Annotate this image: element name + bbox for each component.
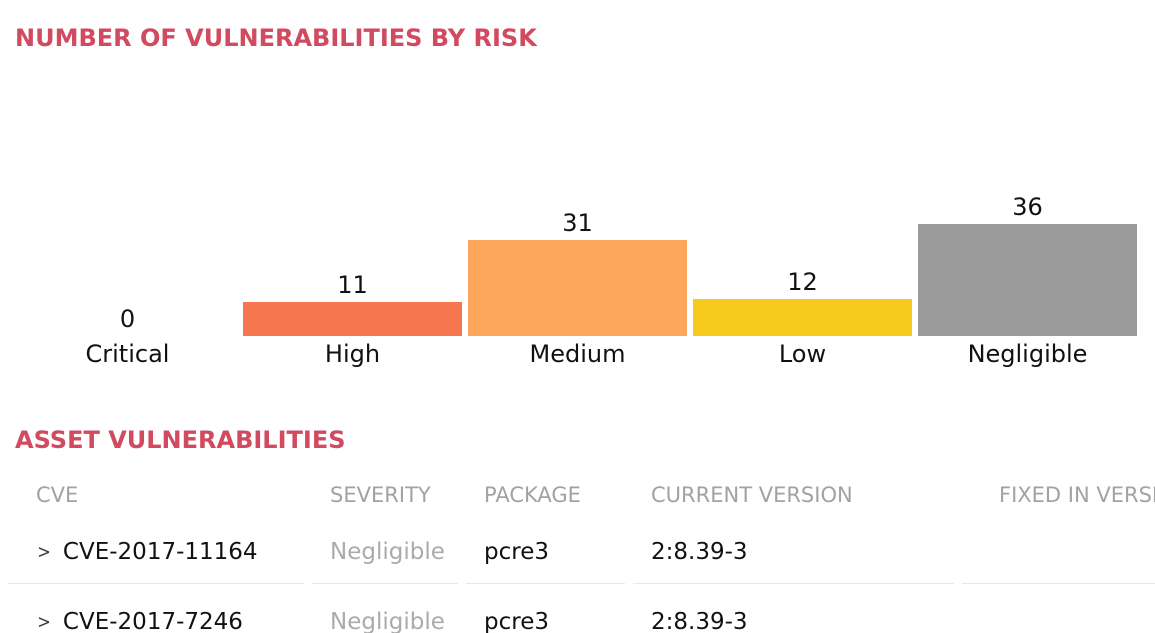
vulnerabilities-bar-chart: 0 11 31 12 36 Critical High Medium Low N… [15, 98, 1140, 368]
table-header-row: CVE SEVERITY PACKAGE CURRENT VERSION FIX… [8, 454, 1155, 514]
chart-category-axis: Critical High Medium Low Negligible [15, 340, 1140, 368]
table-section-title: ASSET VULNERABILITIES [15, 426, 346, 454]
column-header-severity: SEVERITY [330, 483, 431, 507]
bar-slot-high: 11 [240, 271, 465, 336]
column-header-fixed-in-version: FIXED IN VERSION [999, 483, 1155, 507]
bar-value-label: 36 [1012, 193, 1043, 222]
column-header-current-version: CURRENT VERSION [651, 483, 853, 507]
current-version-cell: 2:8.39-3 [633, 584, 954, 633]
package-cell: pcre3 [466, 514, 625, 584]
category-label-negligible: Negligible [967, 340, 1088, 368]
chart-section-title: NUMBER OF VULNERABILITIES BY RISK [15, 24, 537, 52]
asset-vulnerabilities-table: CVE SEVERITY PACKAGE CURRENT VERSION FIX… [8, 454, 1155, 633]
table-row[interactable]: > CVE-2017-11164 Negligible pcre3 2:8.39… [8, 514, 1155, 584]
bar-low [693, 298, 912, 336]
bar-slot-critical: 0 [15, 305, 240, 336]
severity-cell: Negligible [312, 584, 458, 633]
row-expand-chevron-icon[interactable]: > [37, 541, 51, 563]
cve-cell: > CVE-2017-11164 [8, 514, 304, 584]
bar-medium [468, 239, 687, 336]
row-expand-chevron-icon[interactable]: > [37, 611, 51, 633]
category-label-low: Low [778, 340, 827, 368]
table-row[interactable]: > CVE-2017-7246 Negligible pcre3 2:8.39-… [8, 584, 1155, 633]
bar-negligible [918, 224, 1137, 336]
category-label-critical: Critical [85, 340, 170, 368]
bar-value-label: 11 [337, 270, 368, 299]
package-cell: pcre3 [466, 584, 625, 633]
bar-slot-medium: 31 [465, 209, 690, 336]
column-header-cve: CVE [36, 483, 79, 507]
cve-id: CVE-2017-7246 [62, 609, 243, 633]
category-label-high: High [324, 340, 381, 368]
cve-cell: > CVE-2017-7246 [8, 584, 304, 633]
chart-plot-area: 0 11 31 12 36 [15, 98, 1140, 336]
bar-slot-negligible: 36 [915, 193, 1140, 336]
bar-high [243, 301, 462, 336]
bar-value-label: 0 [119, 305, 136, 333]
cve-id: CVE-2017-11164 [62, 539, 258, 565]
fixed-in-version-cell [962, 514, 1155, 584]
bar-slot-low: 12 [690, 268, 915, 336]
column-header-package: PACKAGE [484, 483, 581, 507]
severity-cell: Negligible [312, 514, 458, 584]
current-version-cell: 2:8.39-3 [633, 514, 954, 584]
fixed-in-version-cell [962, 584, 1155, 633]
category-label-medium: Medium [529, 340, 626, 368]
bar-value-label: 12 [787, 267, 818, 296]
bar-value-label: 31 [562, 208, 593, 237]
